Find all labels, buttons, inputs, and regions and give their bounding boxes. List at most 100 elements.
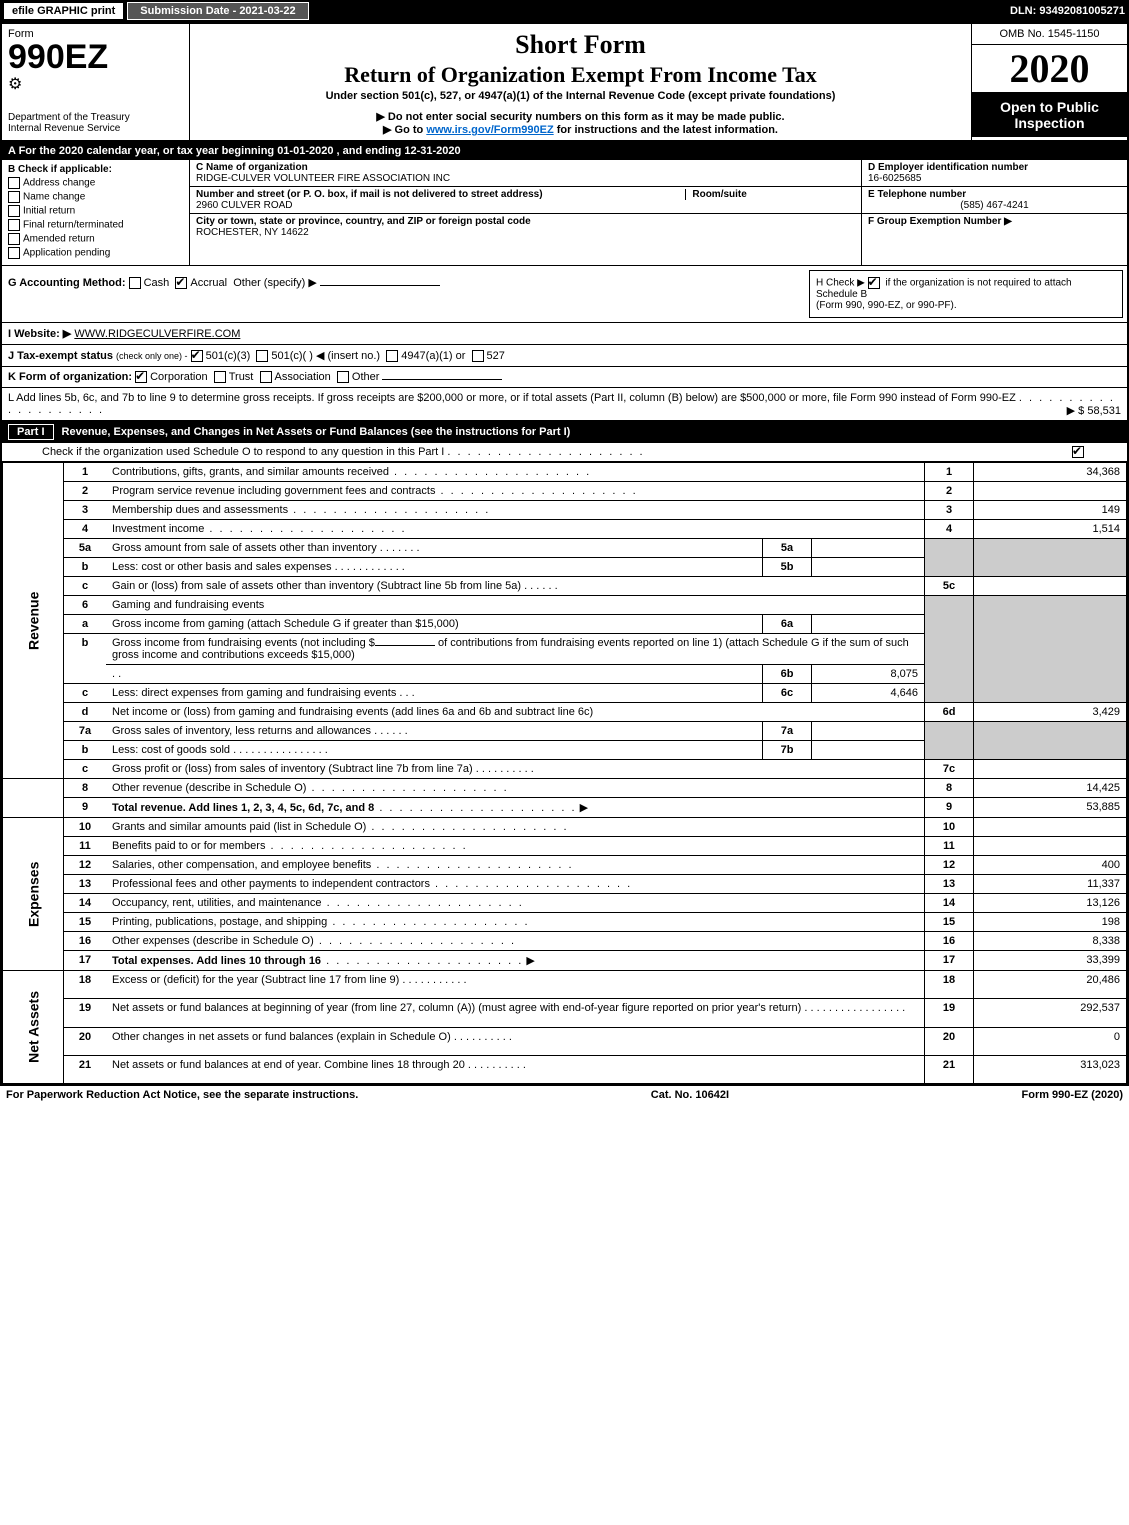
- assoc-check[interactable]: [260, 371, 272, 383]
- line-num: b: [64, 558, 107, 577]
- 501c3-check[interactable]: [191, 350, 203, 362]
- line-num: c: [64, 684, 107, 703]
- amended-return-check[interactable]: Amended return: [8, 233, 183, 245]
- line-desc: Other revenue (describe in Schedule O): [112, 782, 306, 794]
- gross-receipts-value: ▶ $ 58,531: [1067, 404, 1121, 417]
- line-ref: 14: [925, 894, 974, 913]
- line-amount: 20,486: [974, 971, 1127, 999]
- line-desc: Gross amount from sale of assets other t…: [112, 542, 377, 554]
- inspection-line1: Open to Public: [1000, 99, 1099, 115]
- room-label: Room/suite: [685, 189, 746, 200]
- line-amount: 34,368: [974, 463, 1127, 482]
- line-desc: Printing, publications, postage, and shi…: [112, 916, 327, 928]
- box-h: H Check ▶ if the organization is not req…: [809, 270, 1123, 318]
- line-amount: 292,537: [974, 999, 1127, 1027]
- 4947-check[interactable]: [386, 350, 398, 362]
- line-num: 5a: [64, 539, 107, 558]
- efile-print-button[interactable]: efile GRAPHIC print: [4, 3, 123, 19]
- corp-check[interactable]: [135, 371, 147, 383]
- line-desc: Program service revenue including govern…: [112, 485, 435, 497]
- line-amount: 0: [974, 1027, 1127, 1055]
- sub-ref: 7a: [763, 722, 812, 741]
- line-ref: 3: [925, 501, 974, 520]
- irs-link[interactable]: www.irs.gov/Form990EZ: [426, 124, 553, 136]
- line-ref: 20: [925, 1027, 974, 1055]
- line-desc: Gain or (loss) from sale of assets other…: [112, 580, 521, 592]
- 527-check[interactable]: [472, 350, 484, 362]
- group-exemption-label: F Group Exemption Number ▶: [868, 216, 1012, 227]
- right-info-col: D Employer identification number 16-6025…: [861, 160, 1127, 265]
- app-pending-check[interactable]: Application pending: [8, 247, 183, 259]
- line-ref: 11: [925, 837, 974, 856]
- line-amount: 198: [974, 913, 1127, 932]
- line-num: d: [64, 703, 107, 722]
- sub-amount: [812, 722, 925, 741]
- line-desc: Contributions, gifts, grants, and simila…: [112, 466, 389, 478]
- l-text: L Add lines 5b, 6c, and 7b to line 9 to …: [8, 392, 1016, 404]
- line-num: c: [64, 577, 107, 596]
- line-ref: 17: [925, 951, 974, 971]
- submission-date-button[interactable]: Submission Date - 2021-03-22: [127, 2, 308, 20]
- schedule-o-check[interactable]: [1072, 446, 1084, 458]
- 501c3-label: 501(c)(3): [206, 350, 251, 362]
- other-org-input[interactable]: [382, 379, 502, 380]
- other-method-label: Other (specify) ▶: [233, 277, 317, 289]
- 501c-label: 501(c)( ) ◀ (insert no.): [271, 350, 380, 362]
- line-amount: [974, 837, 1127, 856]
- line-ref: 15: [925, 913, 974, 932]
- line-6b-pre: Gross income from fundraising events (no…: [112, 637, 375, 649]
- line-num: 16: [64, 932, 107, 951]
- line-ref: 8: [925, 779, 974, 798]
- website-value[interactable]: WWW.RIDGECULVERFIRE.COM: [74, 328, 240, 340]
- line-num: 15: [64, 913, 107, 932]
- cash-label: Cash: [144, 277, 170, 289]
- line-ref: 10: [925, 818, 974, 837]
- line-num: a: [64, 615, 107, 634]
- final-return-check[interactable]: Final return/terminated: [8, 219, 183, 231]
- org-name-value: RIDGE-CULVER VOLUNTEER FIRE ASSOCIATION …: [196, 173, 450, 184]
- right-cell: OMB No. 1545-1150 2020 Open to Public In…: [971, 24, 1127, 140]
- line-desc: Less: cost of goods sold: [112, 744, 230, 756]
- line-amount: [974, 760, 1127, 779]
- line-amount: 313,023: [974, 1055, 1127, 1083]
- sub-ref: 7b: [763, 741, 812, 760]
- initial-return-check[interactable]: Initial return: [8, 205, 183, 217]
- other-org-check[interactable]: [337, 371, 349, 383]
- line-num: 21: [64, 1055, 107, 1083]
- city-value: ROCHESTER, NY 14622: [196, 227, 309, 238]
- schedule-o-text: Check if the organization used Schedule …: [42, 446, 444, 458]
- sub-amount: [812, 741, 925, 760]
- website-label: I Website: ▶: [8, 328, 71, 340]
- trust-check[interactable]: [214, 371, 226, 383]
- sub-amount: [812, 539, 925, 558]
- line-num: c: [64, 760, 107, 779]
- dln-label: DLN: 93492081005271: [1010, 5, 1125, 17]
- 501c-check[interactable]: [256, 350, 268, 362]
- schedule-o-check-row: Check if the organization used Schedule …: [2, 443, 1127, 462]
- cash-check[interactable]: [129, 277, 141, 289]
- line-num: 7a: [64, 722, 107, 741]
- page-footer: For Paperwork Reduction Act Notice, see …: [0, 1086, 1129, 1104]
- sub-amount: [812, 558, 925, 577]
- accounting-method-label: G Accounting Method:: [8, 277, 126, 289]
- accrual-check[interactable]: [175, 277, 187, 289]
- form-header-section: Form 990EZ ⚙ Department of the Treasury …: [2, 24, 1127, 142]
- phone-label: E Telephone number: [868, 189, 966, 200]
- h-check[interactable]: [868, 277, 880, 289]
- city-label: City or town, state or province, country…: [196, 216, 531, 227]
- inspection-line2: Inspection: [1014, 115, 1084, 131]
- box-b: B Check if applicable: Address change Na…: [2, 160, 190, 265]
- contrib-input[interactable]: [375, 645, 435, 646]
- sub-ref: 6b: [763, 665, 812, 684]
- line-ref: 18: [925, 971, 974, 999]
- line-num: 8: [64, 779, 107, 798]
- other-method-input[interactable]: [320, 285, 440, 286]
- line-desc: Excess or (deficit) for the year (Subtra…: [112, 974, 399, 986]
- line-desc: Professional fees and other payments to …: [112, 878, 430, 890]
- name-change-check[interactable]: Name change: [8, 191, 183, 203]
- line-desc: Benefits paid to or for members: [112, 840, 265, 852]
- line-desc: Gross income from gaming (attach Schedul…: [112, 618, 459, 630]
- sub-amount: 8,075: [812, 665, 925, 684]
- line-ref: 21: [925, 1055, 974, 1083]
- addr-change-check[interactable]: Address change: [8, 177, 183, 189]
